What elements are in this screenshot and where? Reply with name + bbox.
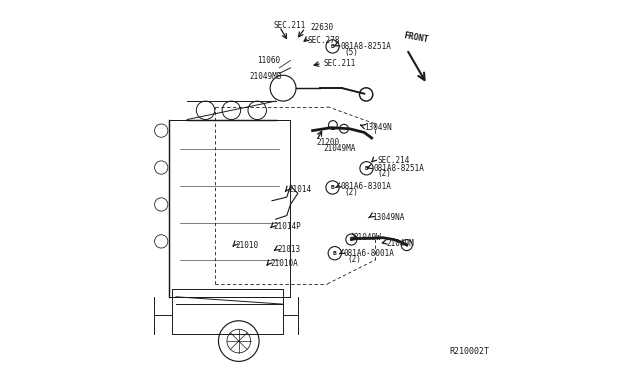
Text: SEC.214: SEC.214 bbox=[377, 155, 410, 165]
Text: B: B bbox=[331, 44, 335, 49]
Text: 22630: 22630 bbox=[311, 23, 334, 32]
Text: 21010: 21010 bbox=[236, 241, 259, 250]
Bar bbox=[168, 119, 291, 297]
Text: 13049N: 13049N bbox=[364, 123, 392, 132]
Text: (2): (2) bbox=[348, 254, 362, 264]
Text: 21200: 21200 bbox=[316, 138, 339, 147]
Text: (5): (5) bbox=[345, 48, 358, 57]
Text: 21049M: 21049M bbox=[387, 239, 414, 248]
Text: 081A6-8001A: 081A6-8001A bbox=[344, 249, 395, 258]
Text: 21049W: 21049W bbox=[353, 233, 381, 242]
Text: (2): (2) bbox=[377, 169, 391, 178]
Text: 21010A: 21010A bbox=[270, 259, 298, 268]
Bar bbox=[172, 289, 283, 334]
Text: 21014: 21014 bbox=[289, 185, 312, 194]
Text: 21014P: 21014P bbox=[274, 222, 301, 231]
Text: 081A8-8251A: 081A8-8251A bbox=[374, 164, 424, 173]
Text: 21013: 21013 bbox=[278, 245, 301, 254]
Text: FRONT: FRONT bbox=[403, 31, 429, 44]
Text: SEC.211: SEC.211 bbox=[274, 21, 306, 30]
Text: R210002T: R210002T bbox=[450, 347, 490, 356]
Text: 081A6-8301A: 081A6-8301A bbox=[340, 182, 391, 191]
Text: (2): (2) bbox=[344, 188, 358, 197]
Text: 21049MB: 21049MB bbox=[250, 72, 282, 81]
Text: 081A8-8251A: 081A8-8251A bbox=[340, 42, 391, 51]
Text: B: B bbox=[333, 251, 337, 256]
Text: 13049NA: 13049NA bbox=[372, 213, 404, 222]
Text: 11060: 11060 bbox=[257, 56, 280, 65]
Text: 21049MA: 21049MA bbox=[324, 144, 356, 153]
Text: B: B bbox=[365, 166, 369, 171]
Text: SEC.278: SEC.278 bbox=[307, 36, 339, 45]
Text: SEC.211: SEC.211 bbox=[324, 59, 356, 68]
Text: B: B bbox=[331, 185, 335, 190]
